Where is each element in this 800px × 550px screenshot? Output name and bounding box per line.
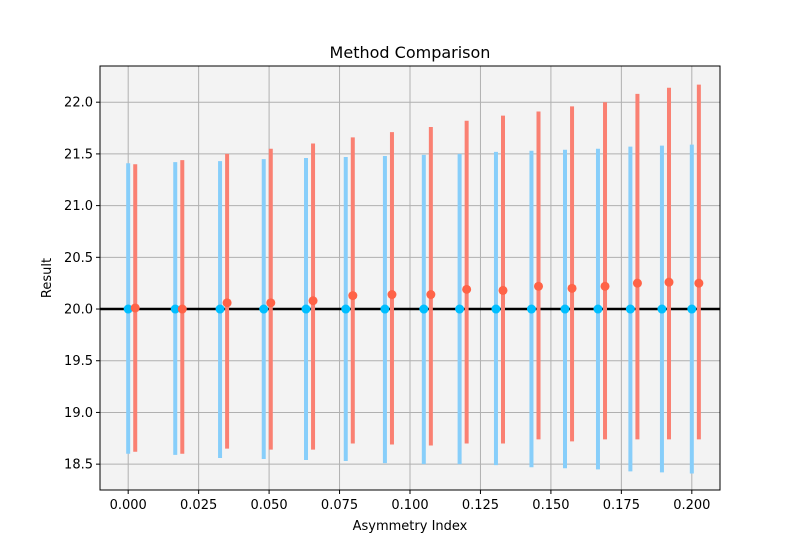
y-axis: 18.5 19.0 19.5 20.0 20.5 21.0 21.5 22.0 <box>64 96 100 473</box>
point-series-1 <box>593 304 603 314</box>
y-tick-label: 20.5 <box>64 251 93 266</box>
x-tick-label: 0.175 <box>603 498 640 513</box>
point-series-1 <box>455 304 465 314</box>
y-tick-label: 21.5 <box>64 147 93 162</box>
point-series-2 <box>308 296 318 306</box>
point-series-1 <box>123 304 133 314</box>
x-tick-label: 0.000 <box>110 498 147 513</box>
point-series-2 <box>222 298 232 308</box>
point-series-2 <box>462 284 472 294</box>
point-series-2 <box>426 290 436 300</box>
point-series-1 <box>526 304 536 314</box>
point-series-1 <box>419 304 429 314</box>
y-tick-label: 19.5 <box>64 354 93 369</box>
point-series-2 <box>632 278 642 288</box>
point-series-1 <box>170 304 180 314</box>
point-series-2 <box>600 281 610 291</box>
x-tick-label: 0.075 <box>321 498 358 513</box>
x-tick-label: 0.025 <box>180 498 217 513</box>
point-series-2 <box>130 303 140 313</box>
point-series-2 <box>177 304 187 314</box>
point-series-1 <box>215 304 225 314</box>
point-series-1 <box>625 304 635 314</box>
chart-title: Method Comparison <box>330 43 491 62</box>
x-tick-label: 0.050 <box>250 498 287 513</box>
grid <box>100 66 720 490</box>
x-tick-label: 0.200 <box>673 498 710 513</box>
x-axis: 0.000 0.025 0.050 0.075 0.100 0.125 0.150 0.175… <box>110 490 710 513</box>
point-series-1 <box>491 304 501 314</box>
point-series-1 <box>560 304 570 314</box>
y-tick-label: 21.0 <box>64 199 93 214</box>
data-points <box>123 277 704 314</box>
y-tick-label: 20.0 <box>64 303 93 318</box>
point-series-2 <box>534 281 544 291</box>
point-series-1 <box>380 304 390 314</box>
y-tick-label: 19.0 <box>64 406 93 421</box>
point-series-2 <box>387 290 397 300</box>
point-series-2 <box>567 283 577 293</box>
point-series-1 <box>657 304 667 314</box>
point-series-2 <box>694 278 704 288</box>
y-tick-label: 18.5 <box>64 458 93 473</box>
x-axis-label: Asymmetry Index <box>353 519 468 534</box>
point-series-2 <box>664 277 674 287</box>
x-tick-label: 0.100 <box>391 498 428 513</box>
x-tick-label: 0.125 <box>462 498 499 513</box>
point-series-2 <box>348 291 358 301</box>
x-tick-label: 0.150 <box>532 498 569 513</box>
point-series-1 <box>687 304 697 314</box>
point-series-2 <box>498 285 508 295</box>
point-series-1 <box>341 304 351 314</box>
y-tick-label: 22.0 <box>64 96 93 111</box>
point-series-1 <box>301 304 311 314</box>
point-series-1 <box>259 304 269 314</box>
y-axis-label: Result <box>40 258 55 298</box>
point-series-2 <box>266 298 276 308</box>
